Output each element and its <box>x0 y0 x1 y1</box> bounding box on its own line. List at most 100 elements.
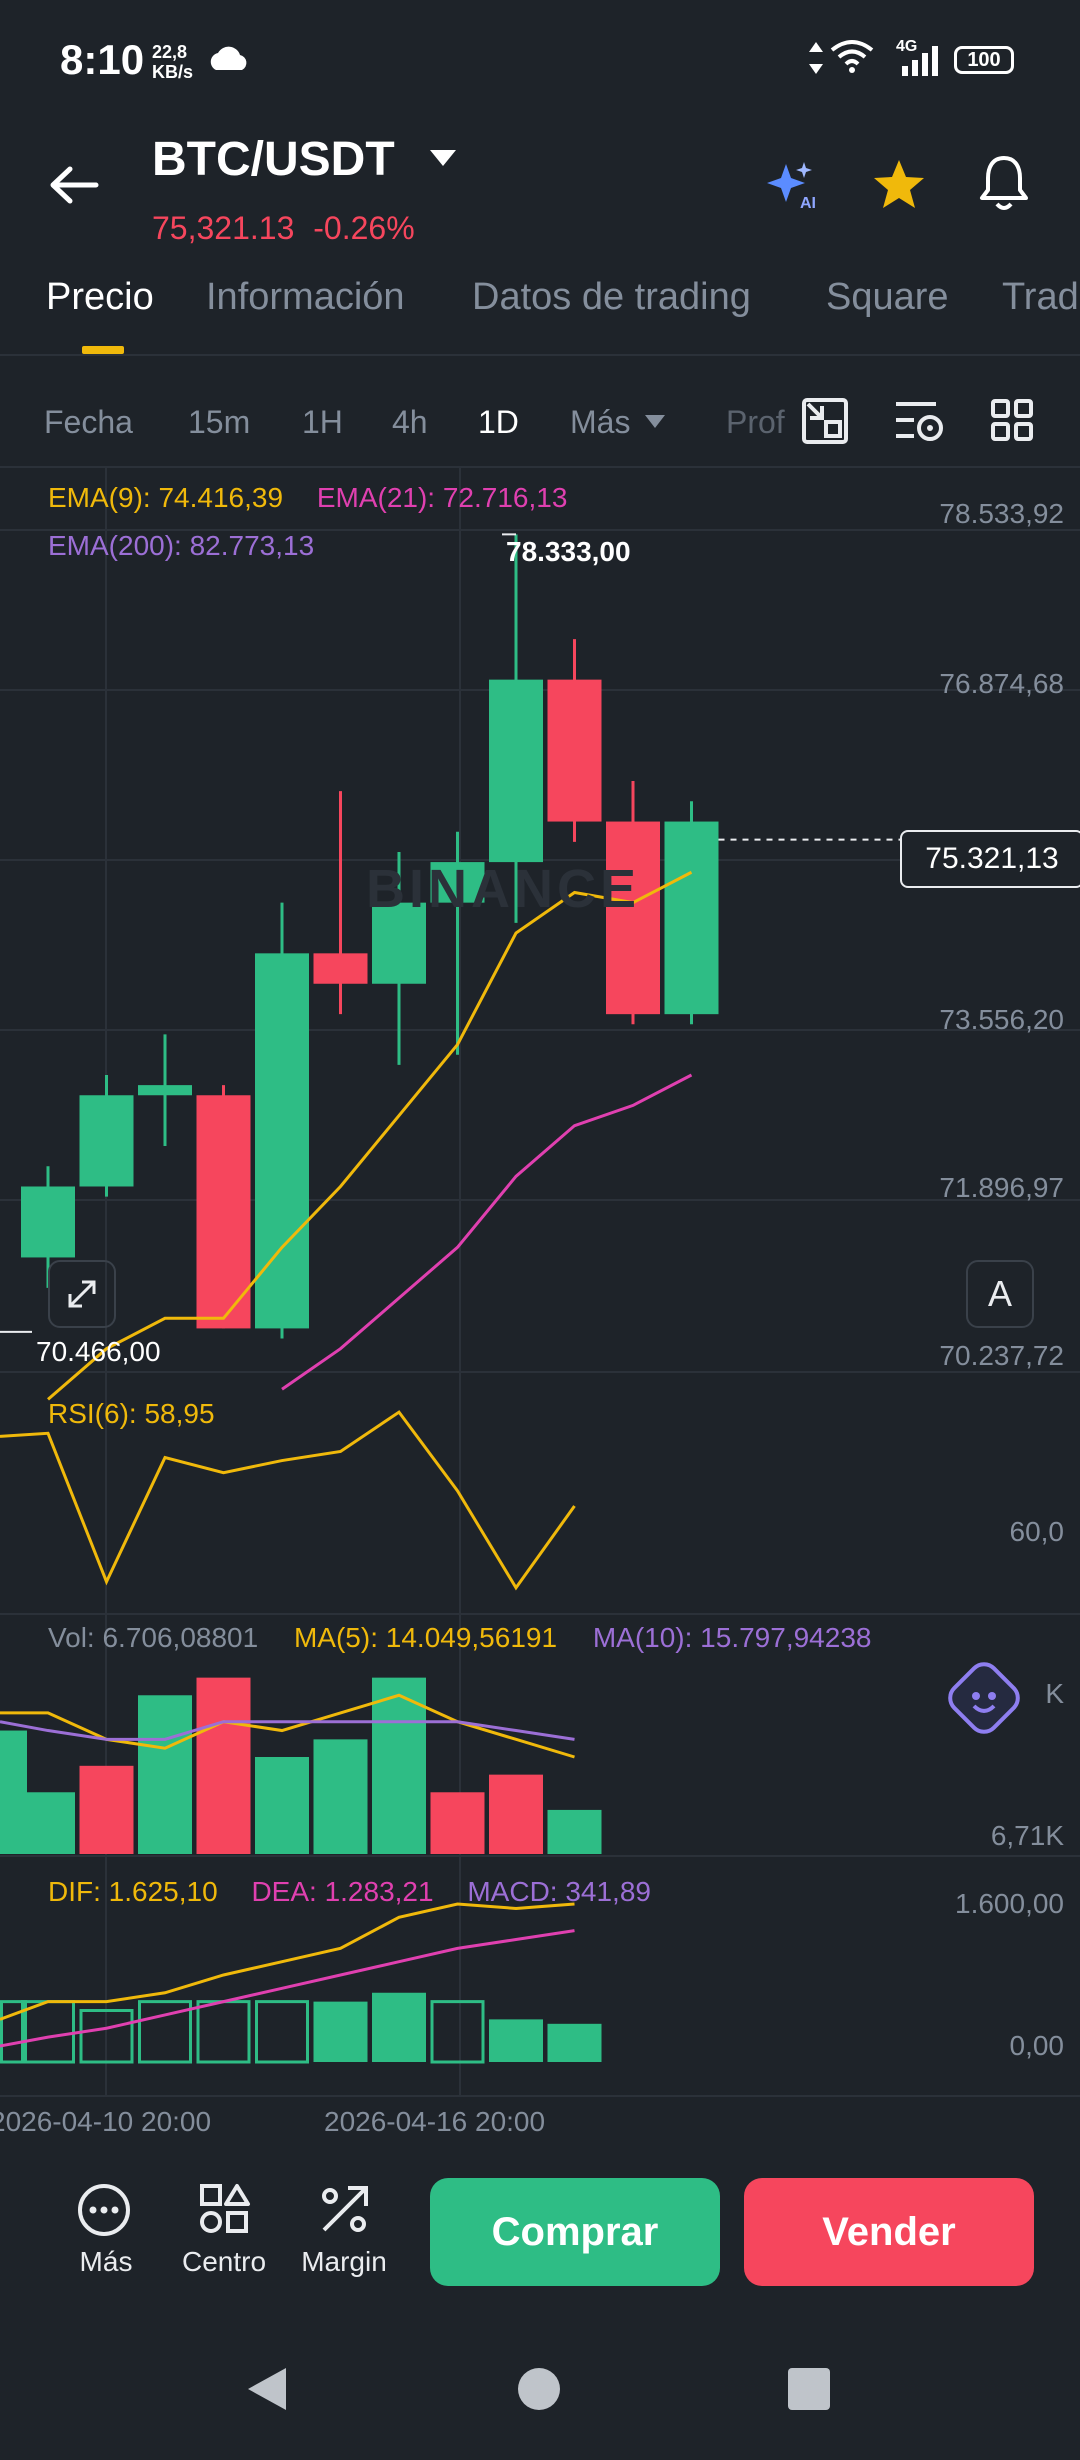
y-label-2: 76.874,68 <box>939 668 1064 699</box>
center-shapes-icon[interactable] <box>198 2182 252 2236</box>
interval-divider <box>0 466 1080 468</box>
more-dots-icon[interactable] <box>76 2182 132 2238</box>
volume-bar <box>547 1809 602 1854</box>
vol-ma10-line <box>0 1720 575 1741</box>
volume-legend: Vol: 6.706,08801 MA(5): 14.049,56191 MA(… <box>48 1622 871 1654</box>
interval-15m[interactable]: 15m <box>188 404 251 440</box>
auto-scale-button[interactable]: A <box>966 1260 1034 1328</box>
macd-bar <box>255 2000 309 2064</box>
volume-bar <box>372 1677 426 1854</box>
grid-layout-icon[interactable] <box>990 398 1034 442</box>
vol-ma5-legend: MA(5): 14.049,56191 <box>293 1622 558 1653</box>
volume-bar <box>196 1677 251 1854</box>
interval-more-chevron-icon[interactable] <box>644 414 666 430</box>
nav-center-label[interactable]: Centro <box>181 2246 267 2277</box>
tab-trad[interactable]: Trad <box>1002 276 1079 318</box>
last-price: 75,321.13 <box>152 210 295 246</box>
candle-body <box>196 1095 251 1329</box>
chevron-down-icon[interactable] <box>428 148 458 170</box>
dif-legend: DIF: 1.625,10 <box>48 1876 218 1907</box>
volume-bar <box>138 1695 192 1854</box>
network-type: 4G <box>896 38 918 55</box>
tabs-divider <box>0 354 1080 356</box>
margin-icon[interactable] <box>318 2182 372 2236</box>
volume-bar <box>79 1765 134 1854</box>
macd-bar <box>196 2000 251 2064</box>
rsi-y-label: 60,0 <box>1009 1516 1065 1547</box>
candle-body <box>255 953 309 1329</box>
pair-title[interactable]: BTC/USDT <box>152 133 395 186</box>
vol-y-top: K <box>1045 1678 1064 1709</box>
chart-canvas[interactable] <box>0 468 1080 2140</box>
fullscreen-icon[interactable] <box>800 396 850 446</box>
interval-prof[interactable]: Prof <box>726 404 785 440</box>
battery-icon: 100 <box>954 46 1014 74</box>
wifi-icon <box>830 40 874 73</box>
watermark: BINANCE <box>366 859 641 919</box>
current-price-tag: 75.321,13 <box>900 830 1080 888</box>
macd-y-bottom: 0,00 <box>1009 2030 1065 2061</box>
nav-back-icon[interactable] <box>244 2364 290 2414</box>
tab-informacion[interactable]: Información <box>206 276 405 318</box>
cloud-icon <box>210 46 247 70</box>
expand-icon[interactable] <box>48 1260 116 1328</box>
interval-4h[interactable]: 4h <box>392 404 428 440</box>
candle-body <box>372 902 426 984</box>
tab-datos-trading[interactable]: Datos de trading <box>472 276 751 318</box>
dea-line <box>0 1929 575 2048</box>
interval-fecha[interactable]: Fecha <box>44 404 133 440</box>
y-label-3: 73.556,20 <box>939 1004 1064 1035</box>
candle-body <box>21 1186 75 1258</box>
rsi-helper <box>0 1412 575 1588</box>
vol-legend: Vol: 6.706,08801 <box>48 1622 259 1653</box>
interval-1d[interactable]: 1D <box>478 404 519 440</box>
tab-precio[interactable]: Precio <box>46 276 154 318</box>
macd-bar <box>489 2019 543 2062</box>
back-arrow-icon[interactable] <box>48 164 100 206</box>
y-label-4: 71.896,97 <box>939 1172 1064 1203</box>
bottom-action-bar: Más Centro Margin Comprar Vender <box>0 2140 1080 2340</box>
interval-mas[interactable]: Más <box>570 404 631 440</box>
price-line: 75,321.13 -0.26% <box>152 210 415 247</box>
main-legend-row1: EMA(9): 74.416,39 EMA(21): 72.716,13 <box>48 482 567 514</box>
sell-button[interactable]: Vender <box>744 2178 1034 2286</box>
bell-icon[interactable] <box>978 154 1030 212</box>
active-tab-indicator <box>82 346 124 354</box>
candle-body <box>313 953 368 984</box>
macd-bar <box>313 2001 368 2062</box>
support-bot-icon[interactable] <box>948 1662 1028 1742</box>
star-favorite-icon[interactable] <box>872 158 926 210</box>
volume-bar <box>255 1757 309 1854</box>
nav-recents-icon[interactable] <box>786 2366 832 2412</box>
nav-more-label[interactable]: Más <box>79 2246 133 2277</box>
nav-margin-label[interactable]: Margin <box>301 2246 387 2277</box>
volume-bar <box>489 1774 543 1854</box>
x-label-1: 2026-04-10 20:00 <box>0 2106 212 2137</box>
candle-body <box>430 862 485 903</box>
vol-y-bottom: 6,71K <box>990 1820 1064 1851</box>
chart-settings-icon[interactable] <box>892 398 946 444</box>
net-speed: 22,8 KB/s <box>152 42 193 82</box>
price-change: -0.26% <box>313 210 415 246</box>
ai-sparkle-icon[interactable]: AI <box>766 160 824 210</box>
nav-home-icon[interactable] <box>516 2366 562 2412</box>
y-label-5: 70.237,72 <box>939 1340 1064 1371</box>
macd-bar <box>21 2000 75 2064</box>
ema200-legend: EMA(200): 82.773,13 <box>48 530 315 561</box>
rsi-legend: RSI(6): 58,95 <box>48 1398 215 1429</box>
macd-bar <box>138 2000 192 2064</box>
interval-1h[interactable]: 1H <box>302 404 343 440</box>
tab-square[interactable]: Square <box>826 276 949 318</box>
x-label-2: 2026-04-16 20:00 <box>324 2106 546 2137</box>
volume-bar <box>430 1792 485 1854</box>
signal-icon <box>902 46 938 76</box>
candle-body <box>664 821 719 1015</box>
macd-bar <box>547 2023 602 2062</box>
dif-line <box>0 1902 575 2021</box>
candle-body <box>547 679 602 822</box>
ema9-legend: EMA(9): 74.416,39 <box>48 482 284 513</box>
buy-button[interactable]: Comprar <box>430 2178 720 2286</box>
status-time: 8:10 <box>60 36 145 83</box>
macd-bar <box>79 2009 134 2064</box>
macd-bar <box>0 2000 27 2064</box>
